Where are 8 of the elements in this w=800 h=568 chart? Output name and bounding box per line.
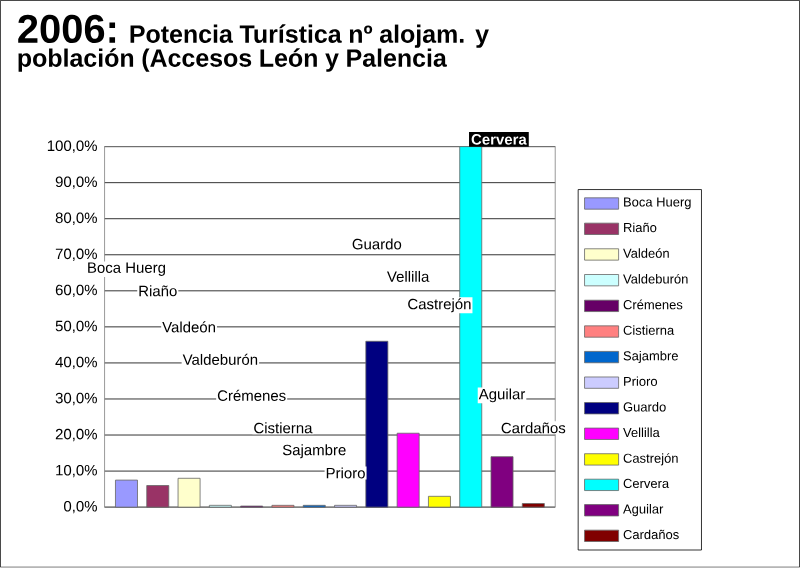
bar: [177, 478, 201, 508]
bar: [428, 496, 451, 508]
bar: [396, 433, 420, 508]
chart-title: 2006:: [18, 15, 116, 44]
bar: [365, 341, 389, 508]
bar: [115, 479, 138, 508]
bar: [490, 456, 514, 508]
bar: [146, 485, 170, 508]
